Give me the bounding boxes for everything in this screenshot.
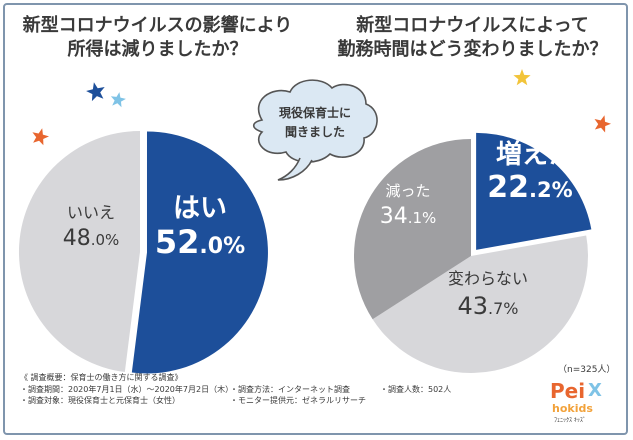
- star-navy-icon: [86, 82, 105, 102]
- value-fueta: 22.2%: [487, 170, 572, 205]
- pie-left: [18, 131, 268, 374]
- value-kawaranai: 43.7%: [457, 292, 518, 320]
- outer-frame: [3, 3, 628, 435]
- footnote-target: ・調査対象：現役保育士と元保育士（女性）: [20, 396, 180, 405]
- value-iie-dec: .0: [91, 231, 105, 249]
- value-hetta-int: 34: [380, 204, 408, 229]
- footnote-row-2: ・調査対象：現役保育士と元保育士（女性） ・モニター提供元：ゼネラルリサーチ: [20, 395, 451, 407]
- footnote-count: ・調査人数：502人: [380, 384, 452, 394]
- bubble-tail-shape: [277, 157, 313, 181]
- value-hetta: 34.1%: [380, 204, 437, 229]
- value-hai-dec: .0: [199, 234, 223, 259]
- star-cyan-icon: [110, 92, 126, 108]
- star-yellow-icon: [513, 69, 531, 86]
- logo-text-1: Pei: [550, 379, 585, 403]
- value-kawaranai-unit: %: [503, 299, 518, 318]
- label-hai: はい: [173, 193, 227, 224]
- star-yellow-shape: [513, 69, 531, 86]
- value-kawaranai-int: 43: [457, 292, 488, 320]
- label-hetta: 減った: [385, 182, 430, 200]
- bubble-text-line-2: 聞きました: [285, 125, 345, 139]
- star-orange-right-shape: [594, 115, 611, 133]
- star-orange-left-shape: [32, 128, 49, 146]
- pie-right: [354, 132, 592, 373]
- left-title-line-1: 新型コロナウイルスの影響により: [22, 15, 293, 36]
- pie-slice-fueta: [476, 132, 592, 250]
- right-title-line-1: 新型コロナウイルスによって: [356, 15, 589, 36]
- pie-slice-hai: [131, 131, 268, 374]
- value-hetta-dec: .1: [408, 209, 422, 227]
- label-iie: いいえ: [67, 203, 115, 222]
- star-navy-shape: [86, 82, 105, 102]
- survey-footnote: 《 調査概要：保育士の働き方に関する調査》 ・調査期間：2020年7月1日（水）…: [20, 372, 451, 407]
- left-title-line-2: 所得は減りましたか？: [67, 39, 248, 60]
- speech-bubble: 現役保育士に 聞きました: [252, 79, 378, 181]
- value-kawaranai-dec: .7: [488, 299, 503, 318]
- value-hai-unit: %: [223, 234, 245, 259]
- left-chart-title: 新型コロナウイルスの影響により 所得は減りましたか？: [10, 14, 305, 62]
- sample-size-label: （n=325人）: [558, 365, 616, 375]
- value-fueta-dec: .2: [529, 178, 552, 202]
- label-kawaranai: 変わらない: [448, 269, 528, 288]
- pie-slice-hetta: [354, 139, 471, 320]
- bubble-text-line-1: 現役保育士に: [279, 105, 351, 120]
- right-title-line-2: 勤務時間はどう変わりましたか？: [337, 39, 608, 60]
- logo-text-2: X: [588, 380, 602, 401]
- right-chart-title: 新型コロナウイルスによって 勤務時間はどう変わりましたか？: [315, 14, 630, 62]
- logo-caption: ﾌｪﾆｯｸｽ ｷｯｽﾞ: [554, 417, 586, 424]
- footnote-heading: 《 調査概要：保育士の働き方に関する調査》: [20, 373, 183, 382]
- value-hai-int: 52: [155, 223, 200, 261]
- star-orange-left-icon: [32, 128, 49, 146]
- bubble-cloud-shape: [252, 79, 378, 163]
- logo-text-3: hokids: [552, 402, 593, 415]
- footnote-row-1: ・調査期間：2020年7月1日（水）～2020年7月2日（木） ・調査方法：イン…: [20, 384, 451, 396]
- footnote-method: ・調査方法：インターネット調査: [230, 384, 350, 394]
- label-fueta: 増えた: [496, 140, 574, 170]
- pie-slice-iie: [18, 131, 141, 373]
- value-hetta-unit: %: [422, 209, 436, 227]
- value-fueta-unit: %: [552, 178, 573, 202]
- value-iie-unit: %: [105, 231, 119, 249]
- pie-slice-kawaranai: [372, 235, 588, 373]
- footnote-provider: ・モニター提供元：ゼネラルリサーチ: [230, 396, 366, 405]
- value-iie: 48.0%: [63, 226, 120, 251]
- star-cyan-shape: [110, 92, 126, 108]
- value-fueta-int: 22: [487, 170, 529, 205]
- star-orange-right-icon: [594, 115, 611, 133]
- footnote-period: ・調査期間：2020年7月1日（水）～2020年7月2日（木）: [20, 384, 234, 394]
- value-iie-int: 48: [63, 226, 91, 251]
- value-hai: 52.0%: [155, 223, 245, 261]
- phoenix-kids-logo: Pei X hokids ﾌｪﾆｯｸｽ ｷｯｽﾞ: [550, 379, 602, 424]
